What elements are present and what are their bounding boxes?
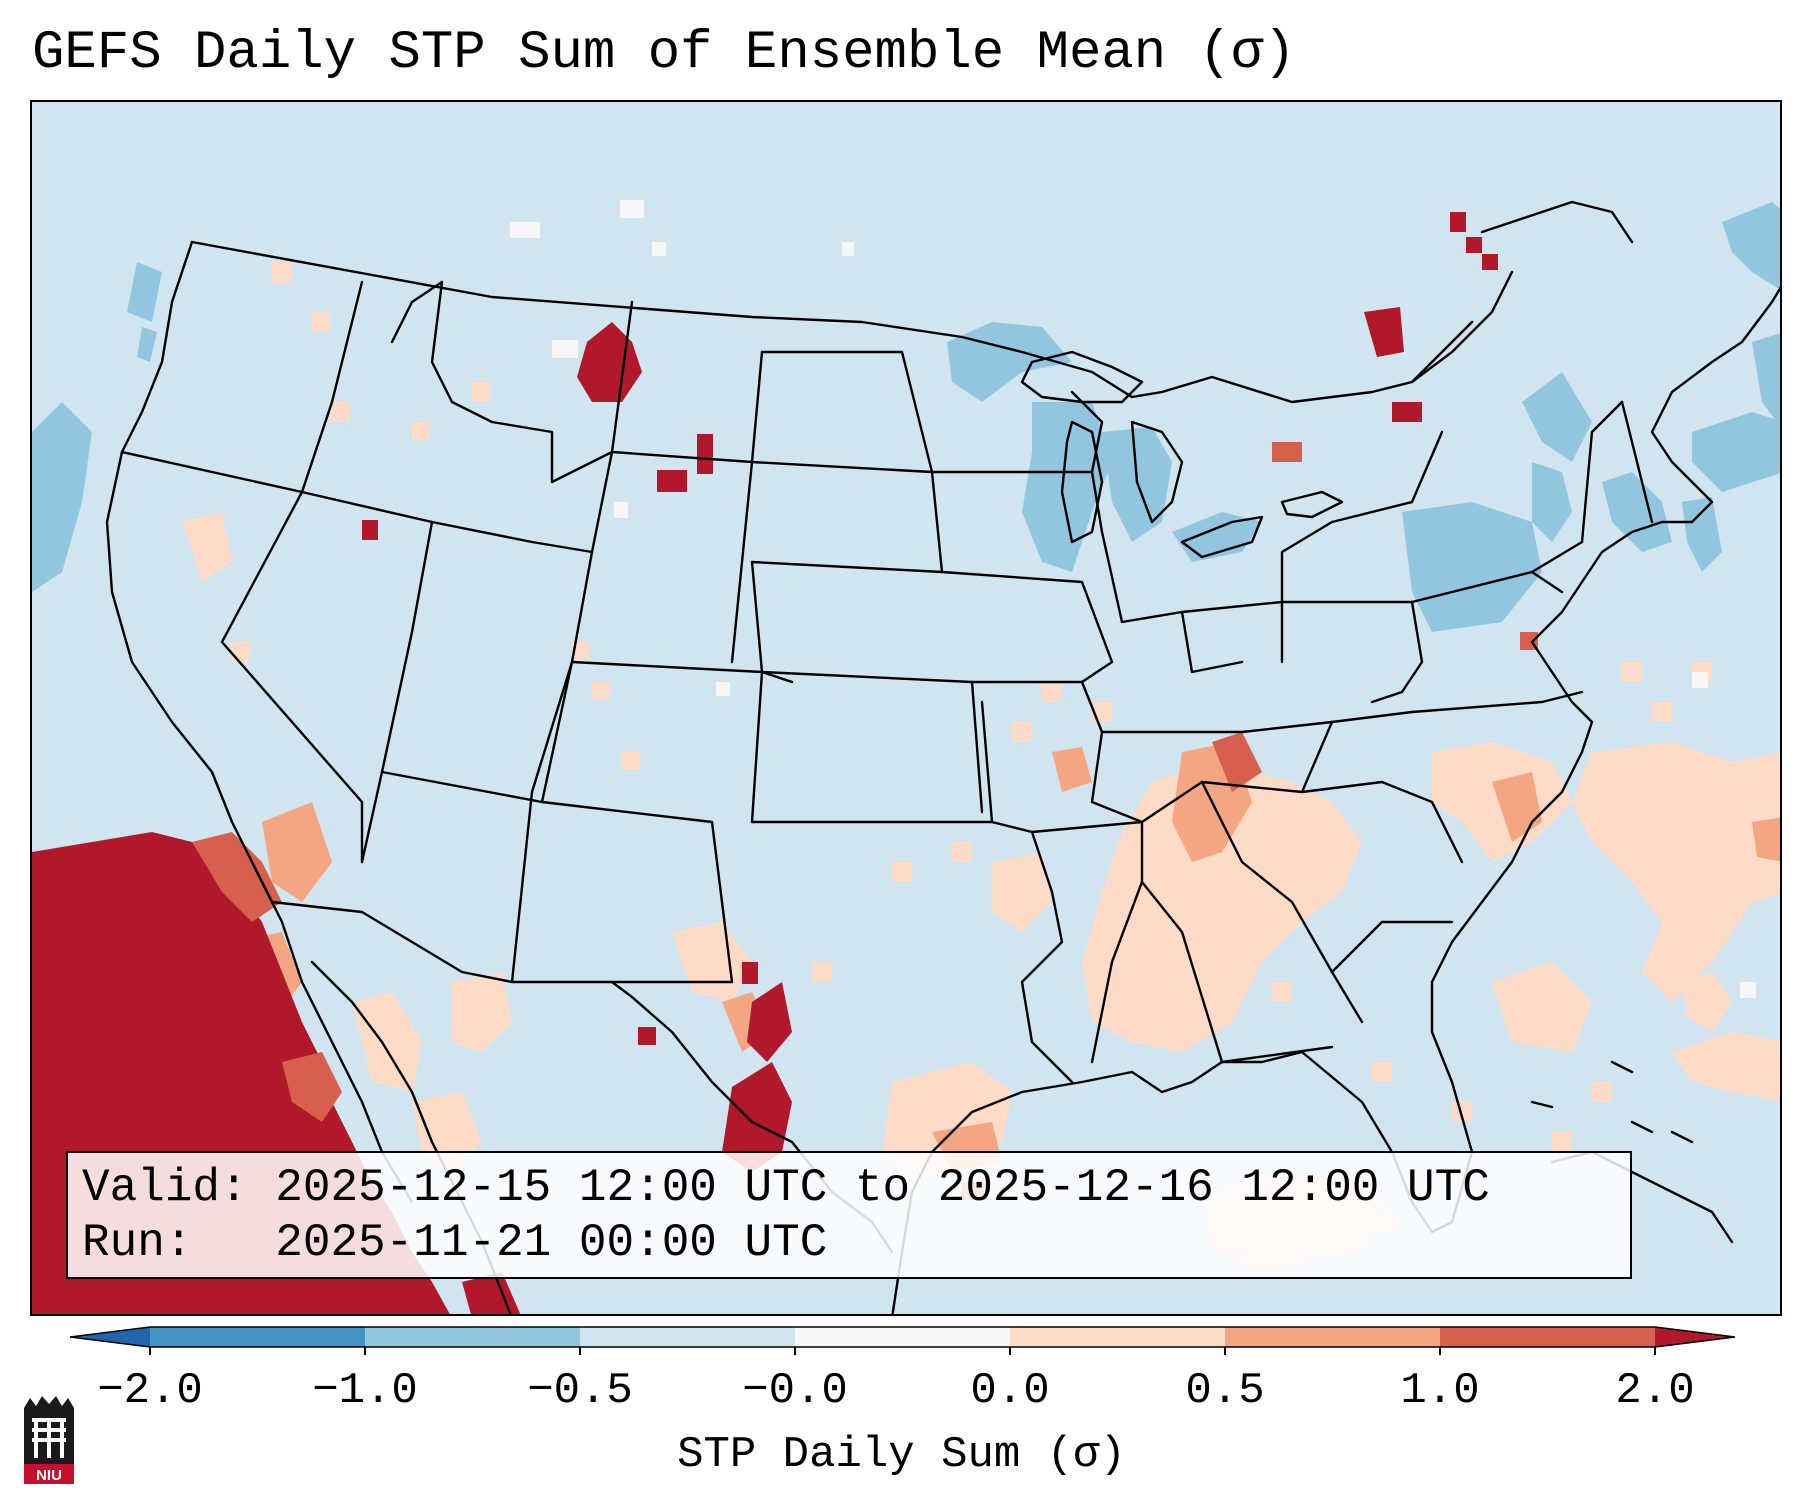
gulf-coastline bbox=[891, 720, 1594, 1314]
colorbar-tick-label: 1.0 bbox=[1400, 1366, 1480, 1416]
lake-huron bbox=[1130, 420, 1184, 524]
colorbar-bin-5 bbox=[1010, 1327, 1225, 1347]
colorbar-extend-low bbox=[70, 1327, 150, 1347]
validity-info-box: Valid: 2025-12-15 12:00 UTC to 2025-12-1… bbox=[66, 1151, 1632, 1279]
map-canvas bbox=[32, 102, 1780, 1314]
map-panel bbox=[30, 100, 1782, 1316]
colorbar-tick-label: −0.0 bbox=[742, 1366, 848, 1416]
valid-time-text: Valid: 2025-12-15 12:00 UTC to 2025-12-1… bbox=[82, 1162, 1490, 1214]
colorbar-bin-7 bbox=[1440, 1327, 1655, 1347]
field-blue-west-coast bbox=[32, 262, 162, 592]
field-white-cells bbox=[510, 200, 1756, 998]
colorbar-bin-1 bbox=[150, 1327, 365, 1347]
logo-text: NIU bbox=[36, 1467, 62, 1484]
colorbar-bin-2 bbox=[365, 1327, 580, 1347]
colorbar-tick-label: −0.5 bbox=[527, 1366, 633, 1416]
lake-michigan bbox=[1060, 420, 1104, 544]
colorbar-extend-high bbox=[1655, 1327, 1735, 1347]
colorbar-tick-label: −2.0 bbox=[97, 1366, 203, 1416]
colorbar-tick-label: −1.0 bbox=[312, 1366, 418, 1416]
us-canada-border bbox=[190, 240, 1474, 404]
colorbar-tick-label: 0.0 bbox=[970, 1366, 1050, 1416]
field-scattered-cells bbox=[232, 262, 1712, 1152]
colorbar-tick-label: 0.5 bbox=[1185, 1366, 1265, 1416]
lake-superior bbox=[1020, 350, 1144, 404]
niu-logo: NIU bbox=[24, 1396, 74, 1484]
colorbar-tick-label: 2.0 bbox=[1615, 1366, 1695, 1416]
colorbar bbox=[70, 1326, 1736, 1355]
colorbar-bin-3 bbox=[580, 1327, 795, 1347]
colorbar-bin-6 bbox=[1225, 1327, 1440, 1347]
pacific-coastline bbox=[105, 240, 274, 904]
lake-erie bbox=[1180, 515, 1264, 559]
field-blue-northeast bbox=[1402, 202, 1780, 632]
run-time-text: Run: 2025-11-21 00:00 UTC bbox=[82, 1217, 828, 1269]
chart-title: GEFS Daily STP Sum of Ensemble Mean (σ) bbox=[32, 23, 1296, 84]
lake-ontario bbox=[1280, 490, 1344, 519]
colorbar-label: STP Daily Sum (σ) bbox=[677, 1430, 1126, 1480]
field-blue-great-lakes bbox=[947, 322, 1262, 572]
colorbar-bin-4 bbox=[795, 1327, 1010, 1347]
map-boundaries bbox=[105, 200, 1780, 1314]
east-coastline bbox=[1530, 286, 1780, 724]
